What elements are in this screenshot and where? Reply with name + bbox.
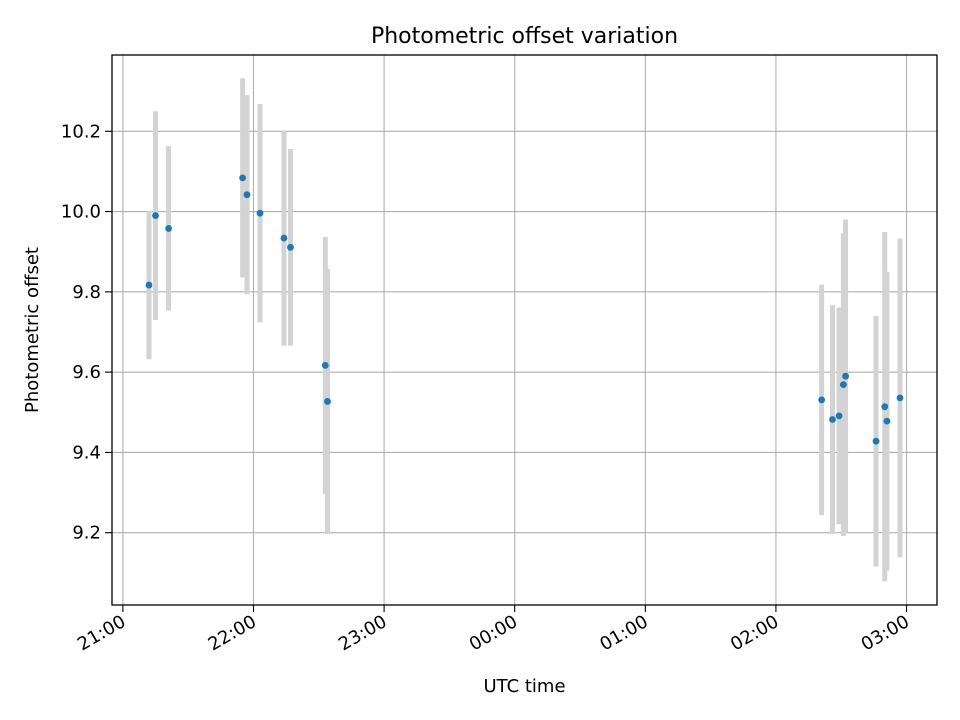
y-tick-label: 9.6 xyxy=(72,362,101,383)
data-point xyxy=(829,416,836,423)
data-point xyxy=(239,174,247,182)
y-tick-label: 10.2 xyxy=(61,121,101,142)
data-point xyxy=(165,225,172,232)
y-tick-label: 9.8 xyxy=(72,282,101,303)
chart-title: Photometric offset variation xyxy=(371,24,678,49)
data-point xyxy=(324,398,331,405)
data-point xyxy=(842,372,849,380)
data-point xyxy=(872,437,880,445)
x-axis-label: UTC time xyxy=(483,676,565,697)
data-point xyxy=(818,396,826,404)
y-axis-label: Photometric offset xyxy=(22,247,43,413)
data-point xyxy=(896,394,904,402)
plot-frame xyxy=(111,54,938,606)
data-point xyxy=(243,191,251,199)
y-tick-label: 9.4 xyxy=(72,442,101,463)
data-point xyxy=(839,381,847,388)
y-tick-label: 10.0 xyxy=(61,202,101,223)
data-point xyxy=(883,417,891,425)
data-point xyxy=(835,412,843,420)
y-axis: 9.2 9.4 9.6 9.8 10.0 10.2 xyxy=(61,121,112,544)
data-point xyxy=(256,209,264,217)
data-point xyxy=(152,212,159,219)
data-point xyxy=(145,281,153,289)
data-points xyxy=(145,174,904,445)
data-point xyxy=(881,403,889,411)
data-point xyxy=(280,234,288,242)
data-point xyxy=(287,243,294,251)
y-tick-label: 9.2 xyxy=(72,523,101,544)
data-point xyxy=(321,361,329,369)
grid xyxy=(112,55,937,605)
